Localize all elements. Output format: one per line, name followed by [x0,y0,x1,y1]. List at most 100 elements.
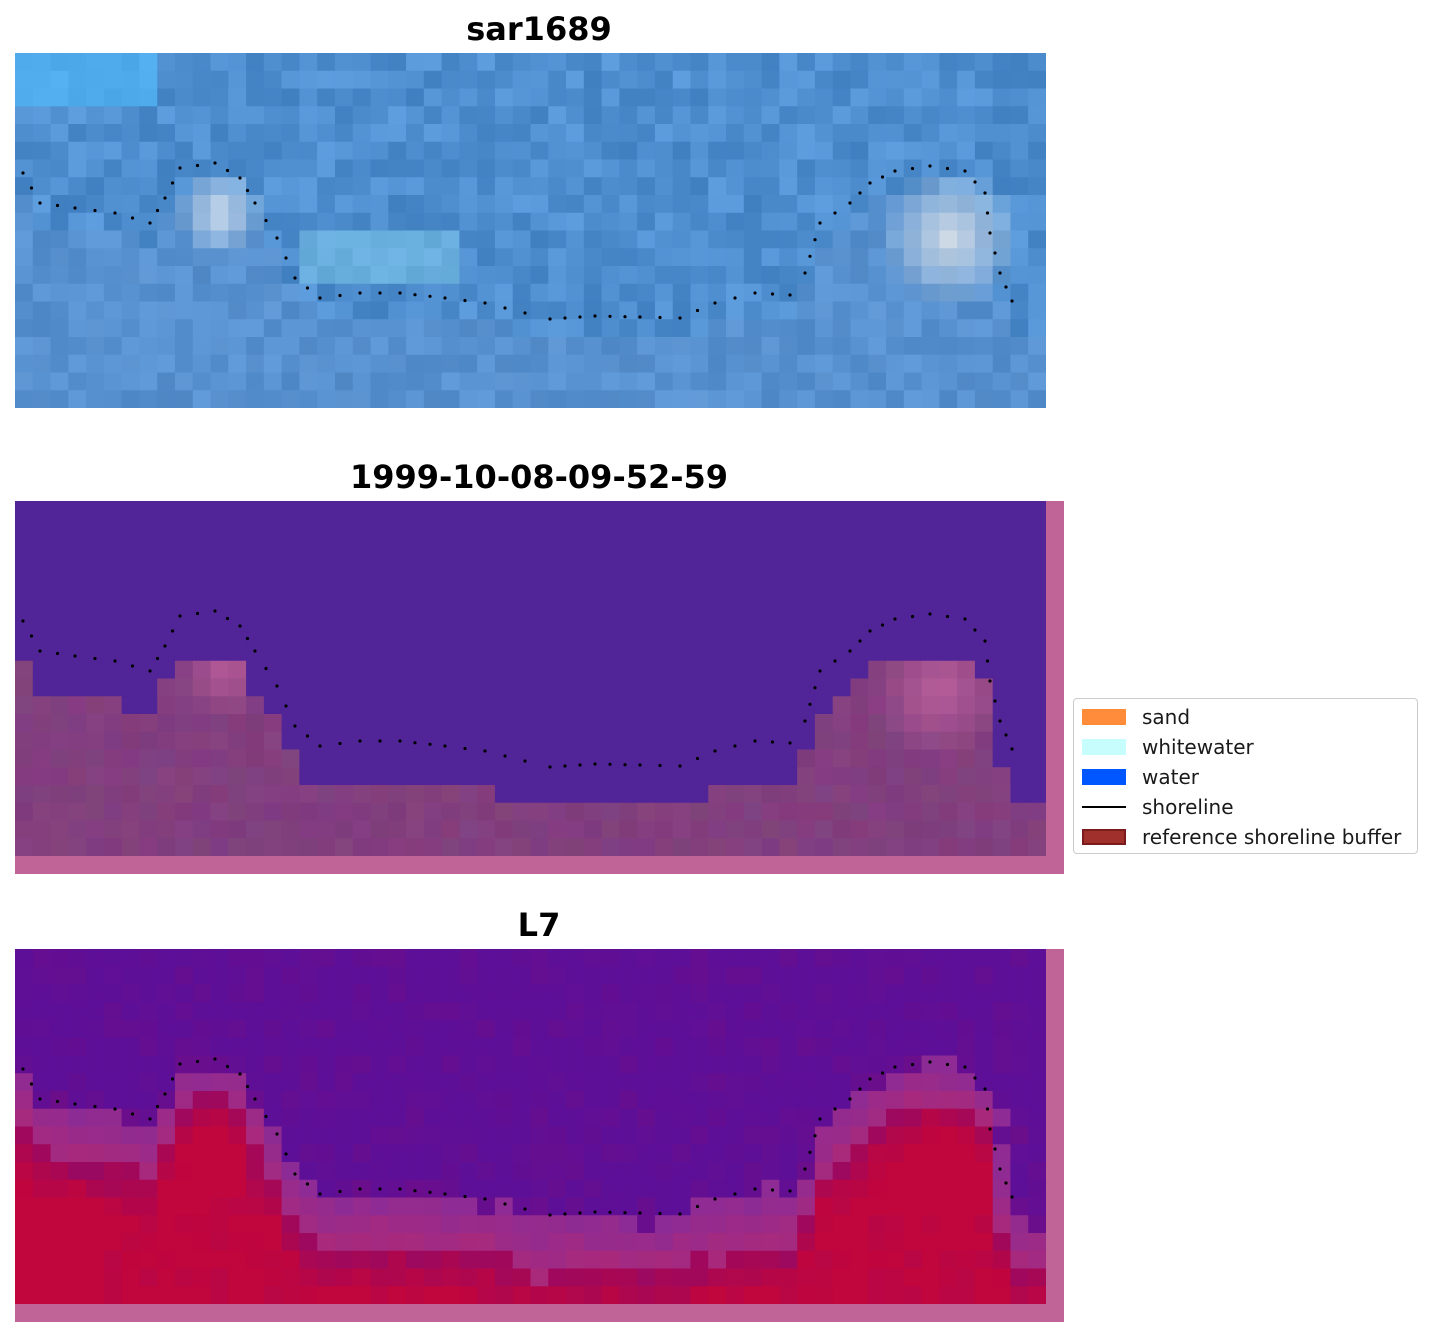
shoreline-dot [813,686,817,690]
pixel-cell [477,141,496,161]
pixel-cell [797,212,816,232]
index-cell [868,1268,887,1287]
class-cell [388,518,407,538]
index-cell [672,1215,692,1234]
index-cell [423,1268,443,1287]
pixel-cell [174,159,194,178]
shoreline-dot [593,762,597,766]
index-cell [423,1055,443,1074]
pixel-cell [637,177,656,196]
index-cell [103,1250,123,1270]
pixel-cell [228,390,247,408]
shoreline-dot [548,317,552,321]
pixel-cell [957,372,976,391]
pixel-cell [32,177,52,196]
index-cell [459,1037,478,1057]
class-cell [974,536,994,555]
index-cell [441,1108,460,1128]
pixel-cell [832,141,852,161]
index-cell [388,1073,407,1092]
pixel-cell [814,124,834,143]
class-cell [121,838,141,857]
index-cell [850,1091,869,1110]
index-cell [228,1020,247,1039]
class-cell [832,696,852,715]
pixel-cell [157,354,176,374]
class-cell [210,785,229,804]
class-cell [868,643,887,662]
pixel-cell [50,159,69,178]
pixel-cell [761,106,780,125]
shoreline-dot [428,1190,432,1194]
pixel-cell [548,70,567,90]
class-cell [548,785,567,804]
class-cell [334,820,354,839]
class-cell [974,696,994,715]
pixel-cell [406,319,425,338]
pixel-cell [246,301,265,320]
index-cell [174,1002,194,1021]
pixel-cell [726,301,745,320]
index-cell [939,1108,958,1128]
pixel-cell [86,266,105,285]
class-cell [299,714,318,733]
index-cell [886,1286,905,1305]
pixel-cell [548,372,567,391]
pixel-cell [530,53,549,72]
pixel-cell [121,53,141,72]
shoreline-dot [73,206,77,210]
index-cell [441,1286,460,1305]
index-cell [832,949,852,968]
pixel-cell [370,70,389,90]
shoreline-dot [910,166,915,171]
class-cell [583,678,603,697]
class-cell [477,838,496,857]
class-cell [1010,802,1029,822]
pixel-cell [743,390,763,408]
pixel-cell [637,248,656,267]
pixel-cell [352,337,372,356]
pixel-cell [921,372,940,391]
index-cell [423,966,443,986]
pixel-cell [494,53,514,72]
index-cell [690,1250,709,1270]
index-cell [974,1073,994,1092]
index-cell [548,1091,567,1110]
pixel-cell [423,141,443,161]
pixel-cell [939,337,958,356]
index-cell [103,1286,123,1305]
shoreline-dot [284,704,288,708]
pixel-cell [68,212,87,232]
index-cell [281,1020,301,1039]
pixel-cell [50,106,69,125]
pixel-cell [814,53,834,72]
index-cell [32,1233,52,1252]
class-cell [370,589,389,609]
pixel-cell [690,88,709,107]
pixel-cell [192,124,212,143]
index-cell [761,1215,780,1234]
class-cell [726,643,745,662]
rgb-image-panel [15,53,1046,408]
pixel-cell [299,195,318,214]
shoreline-dot [155,208,160,213]
index-cell [903,1250,923,1270]
index-cell [388,1162,407,1181]
shoreline-dot [113,211,117,215]
pixel-cell [654,266,674,285]
pixel-cell [299,53,318,72]
pixel-cell [708,266,727,285]
index-cell [50,1197,69,1216]
class-cell [388,607,407,626]
pixel-cell [210,53,229,72]
pixel-cell [174,248,194,267]
pixel-cell [334,177,354,196]
class-cell [388,749,407,768]
pixel-cell [566,283,585,303]
class-cell [423,731,443,751]
pixel-cell [210,390,229,408]
index-cell [121,1286,141,1305]
pixel-cell [139,248,158,267]
class-cell [370,802,389,822]
pixel-cell [761,301,780,320]
